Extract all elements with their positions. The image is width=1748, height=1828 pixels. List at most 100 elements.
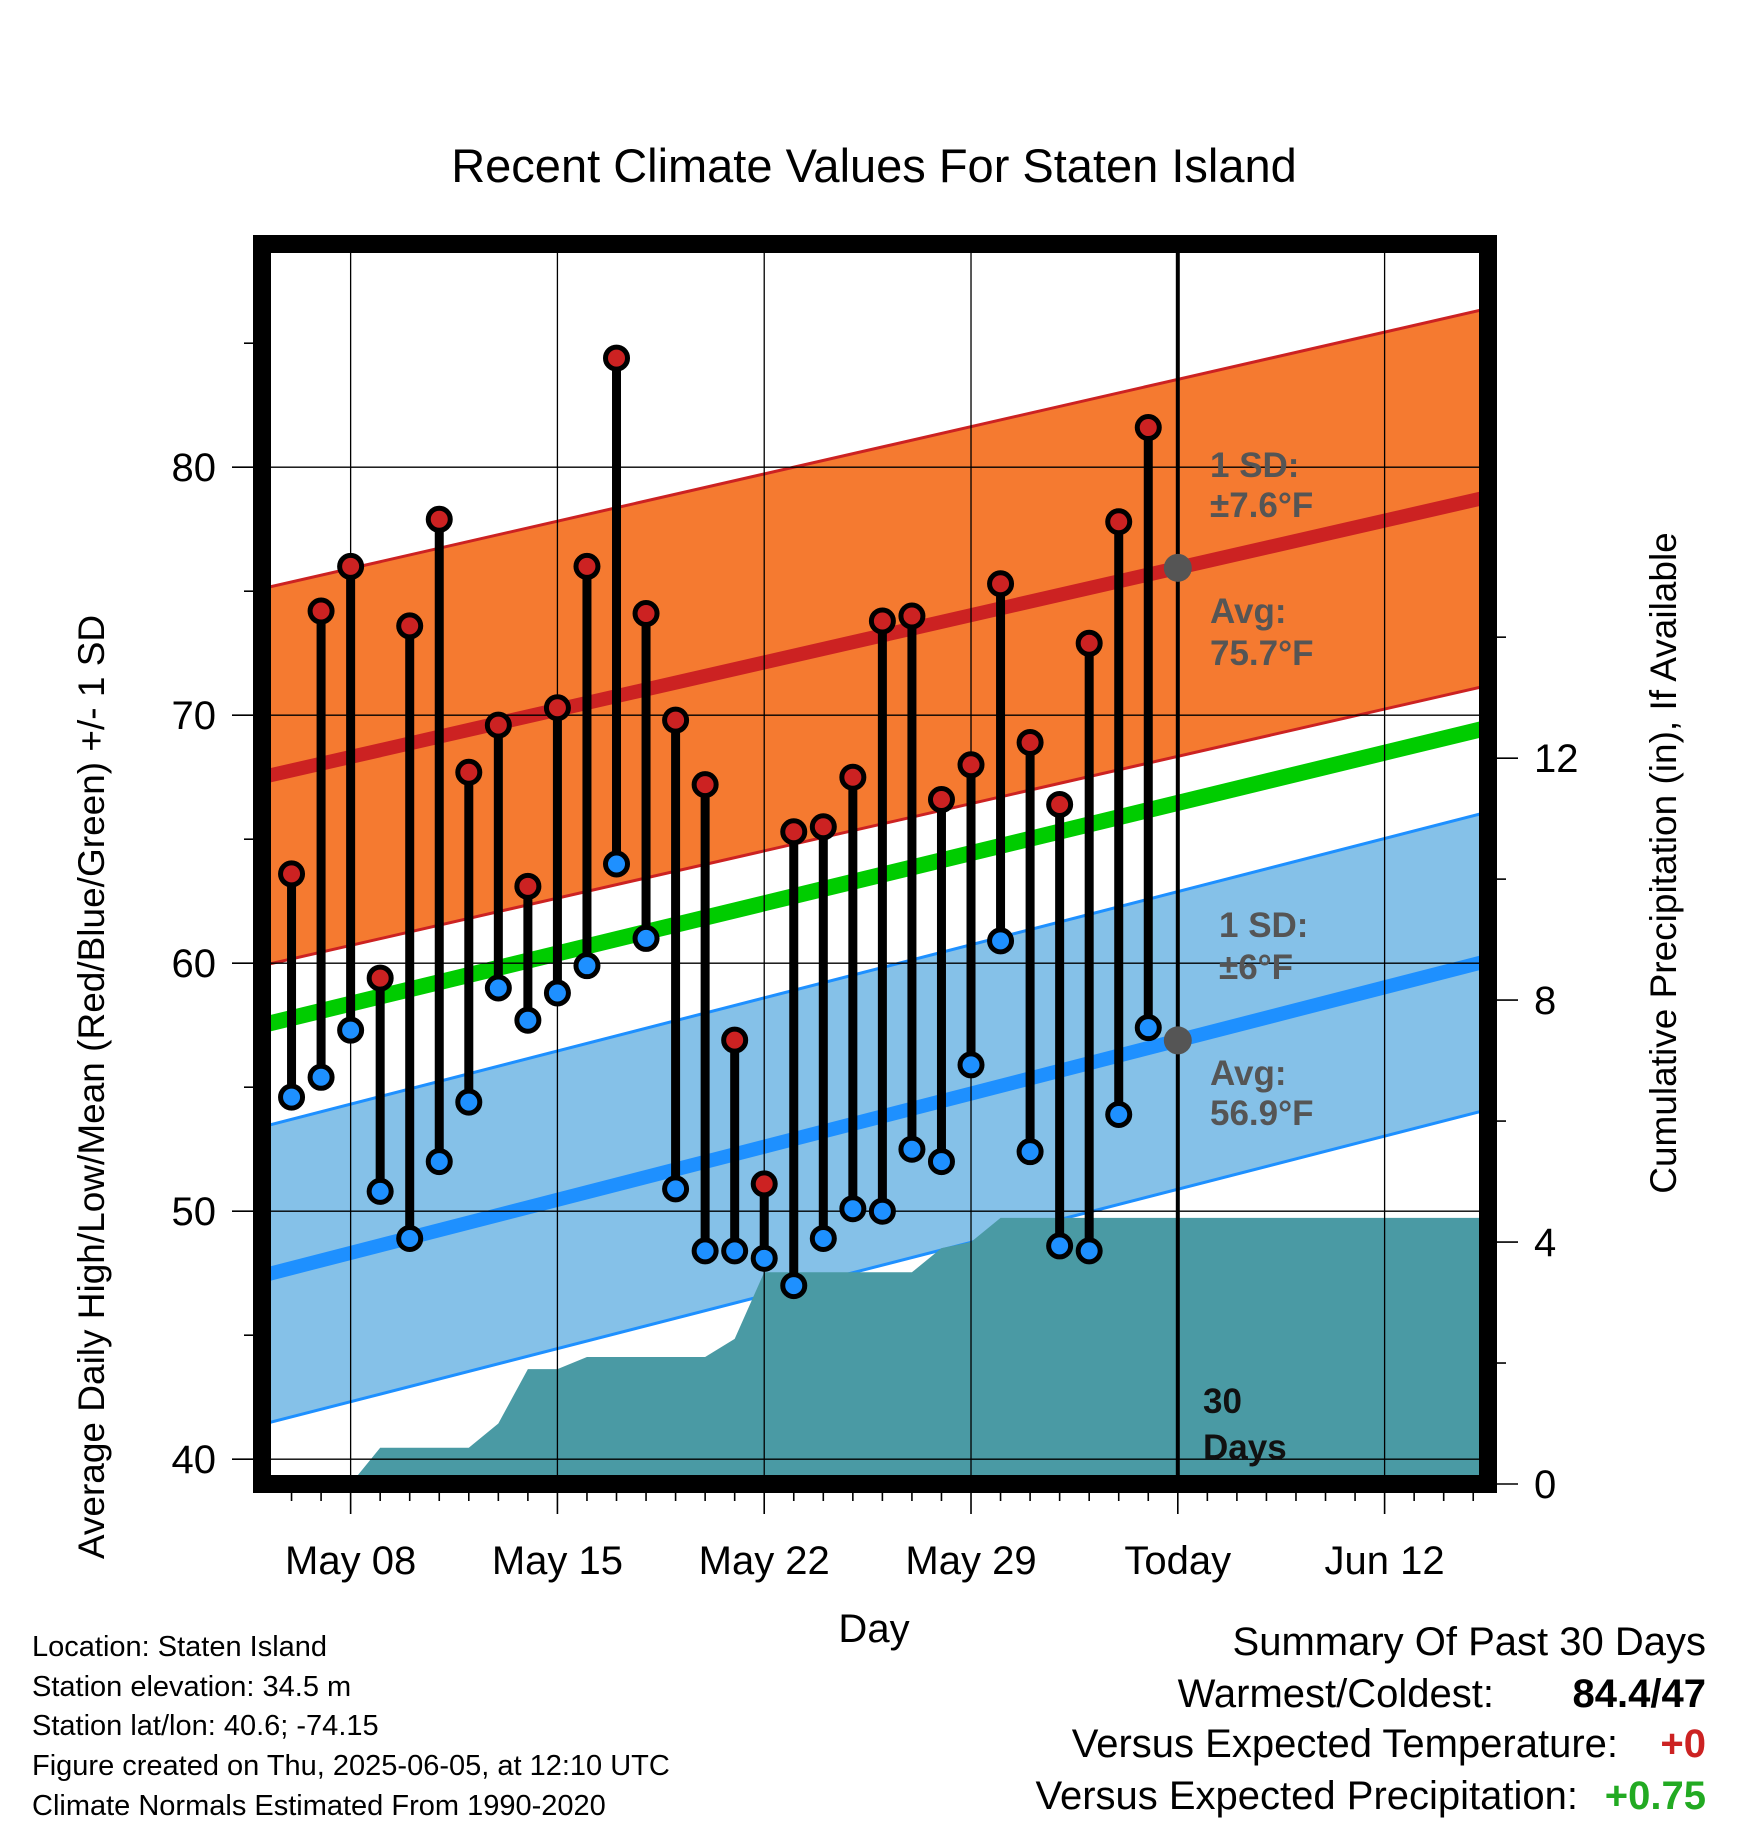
high-temp-point [366, 964, 394, 992]
high-band-avg-line [262, 490, 1488, 785]
x-tick-label: May 08 [285, 1539, 416, 1583]
low-avg-label: Avg: [1210, 1054, 1287, 1093]
warm-cold-label: Warmest/Coldest: [1177, 1672, 1494, 1716]
y-tick-label: 70 [172, 694, 217, 738]
low-sd-value: ±6°F [1219, 948, 1294, 987]
high-temp-point [1075, 629, 1103, 657]
info-location: Location: Staten Island [32, 1631, 328, 1663]
x-tick-label: Today [1124, 1539, 1231, 1583]
high-temp-point [1016, 728, 1044, 756]
days-number: 30 [1203, 1382, 1242, 1421]
low-temp-point [543, 979, 571, 1007]
y-tick-label: 80 [172, 446, 217, 490]
low-temp-point [868, 1197, 896, 1225]
high-temp-point [839, 763, 867, 791]
temp-label: Versus Expected Temperature: [1071, 1722, 1618, 1766]
low-sd-label: 1 SD: [1219, 906, 1309, 945]
low-avg-value: 56.9°F [1210, 1094, 1314, 1133]
high-temp-point [307, 597, 335, 625]
precip-area [262, 1217, 1488, 1484]
low-temp-point [780, 1272, 808, 1300]
plot-frame [253, 235, 1497, 1493]
low-band-avg-line [262, 953, 1488, 1283]
y2-tick-label: 0 [1534, 1463, 1556, 1507]
y2-tick-label: 8 [1534, 979, 1556, 1023]
low-temp-point [514, 1006, 542, 1034]
high-temp-point [337, 552, 365, 580]
low-temp-point [898, 1135, 926, 1163]
low-temp-point [307, 1063, 335, 1091]
high-band-upper-edge [262, 307, 1488, 591]
low-temp-point [632, 924, 660, 952]
plot-overlay: 40 50 60 70 80 0 4 8 12 May 08 May 15 May 22 May 29 T… [172, 235, 1579, 1583]
plot-area [262, 244, 1488, 1484]
low-temp-point [691, 1237, 719, 1265]
low-temp-point [957, 1051, 985, 1079]
low-temp-point [1134, 1014, 1162, 1042]
high-temp-point [927, 786, 955, 814]
high-temp-point [425, 505, 453, 533]
low-temp-point [396, 1224, 424, 1252]
y-tick-label: 60 [172, 942, 217, 986]
low-temp-point [484, 974, 512, 1002]
high-temp-point [278, 860, 306, 888]
high-temp-point [573, 552, 601, 580]
low-temp-point [721, 1237, 749, 1265]
high-temp-point [543, 694, 571, 722]
low-temp-point [603, 850, 631, 878]
today-high-avg-dot [1163, 553, 1192, 582]
high-temp-point [721, 1026, 749, 1054]
x-tick-label: Jun 12 [1325, 1539, 1445, 1583]
high-temp-point [603, 344, 631, 372]
info-latlon: Station lat/lon: 40.6; -74.15 [32, 1710, 379, 1742]
low-temp-point [750, 1244, 778, 1272]
y-tick-label: 40 [172, 1438, 217, 1482]
y2-tick-label: 12 [1534, 737, 1579, 781]
low-temp-point [425, 1148, 453, 1176]
summary-heading: Summary Of Past 30 Days [1232, 1620, 1706, 1664]
high-temp-point [455, 758, 483, 786]
high-avg-value: 75.7°F [1210, 634, 1314, 673]
warm-cold-value: 84.4/47 [1572, 1672, 1706, 1716]
low-temp-point [809, 1224, 837, 1252]
x-tick-label: May 29 [905, 1539, 1036, 1583]
high-sd-label: 1 SD: [1210, 446, 1300, 485]
high-temp-point [1046, 790, 1074, 818]
low-temp-point [662, 1175, 690, 1203]
x-tick-label: May 22 [699, 1539, 830, 1583]
info-created: Figure created on Thu, 2025-06-05, at 12… [32, 1750, 670, 1782]
low-temp-point [278, 1083, 306, 1111]
high-temp-point [662, 706, 690, 734]
high-temp-point [868, 607, 896, 635]
x-tick-label: May 15 [492, 1539, 623, 1583]
today-low-avg-dot [1163, 1026, 1192, 1055]
info-elevation: Station elevation: 34.5 m [32, 1671, 352, 1703]
low-temp-point [337, 1016, 365, 1044]
low-temp-point [927, 1148, 955, 1176]
low-temp-point [573, 952, 601, 980]
y2-axis-label: Cumulative Precipitation (in), If Availa… [1643, 532, 1684, 1194]
precip-value: +0.75 [1604, 1774, 1706, 1818]
low-temp-point [1105, 1100, 1133, 1128]
high-temp-point [957, 751, 985, 779]
low-temp-point [455, 1088, 483, 1116]
high-temp-point [514, 872, 542, 900]
low-temp-point [366, 1177, 394, 1205]
high-temp-point [809, 813, 837, 841]
precip-label: Versus Expected Precipitation: [1035, 1774, 1578, 1818]
y-axis-label: Average Daily High/Low/Mean (Red/Blue/Gr… [71, 614, 112, 1560]
info-normals: Climate Normals Estimated From 1990-2020 [32, 1790, 606, 1822]
high-temp-point [632, 600, 660, 628]
y-tick-label: 50 [172, 1190, 217, 1234]
low-temp-point [1075, 1237, 1103, 1265]
chart-title: Recent Climate Values For Staten Island [451, 139, 1297, 192]
high-sd-value: ±7.6°F [1210, 486, 1314, 525]
high-temp-point [987, 570, 1015, 598]
high-temp-point [396, 612, 424, 640]
x-axis-label: Day [838, 1607, 910, 1651]
high-temp-point [484, 711, 512, 739]
high-temp-point [750, 1170, 778, 1198]
high-temp-point [1105, 508, 1133, 536]
high-temp-point [898, 602, 926, 630]
